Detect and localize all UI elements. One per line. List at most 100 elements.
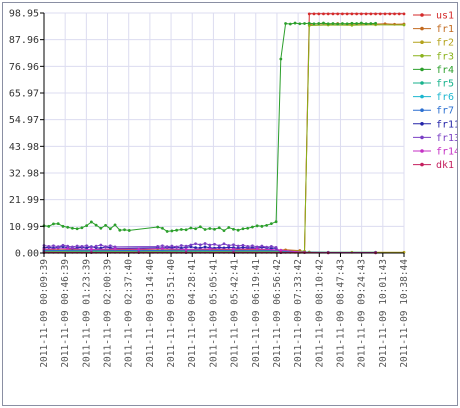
data-point-us1 [331,12,335,16]
data-point-fr4 [170,229,174,233]
data-point-fr4 [56,222,60,226]
data-point-us1 [336,12,340,16]
axes [40,12,405,257]
data-point-fr4 [317,22,321,25]
data-point-fr13 [217,244,221,248]
x-tick-label: 2011-11-09 08:47:43 [335,259,346,368]
legend-label: fr1 [436,24,454,35]
series-line-us1 [44,13,404,253]
legend-entry-fr5: fr5 [413,79,454,90]
data-point-fr13 [85,244,89,248]
x-tick-label: 2011-11-09 02:37:40 [124,259,135,368]
data-point-fr4 [213,227,216,231]
data-point-us1 [359,12,363,16]
legend-marker [420,40,424,44]
data-point-fr4 [288,22,292,26]
data-point-fr11 [203,245,207,249]
legend-entry-dk1: dk1 [413,160,454,171]
legend-entry-fr3: fr3 [413,51,454,62]
x-tick-label: 2011-11-09 10:01:43 [378,259,389,368]
data-point-fr13 [222,242,226,246]
data-point-fr13 [232,243,235,247]
legend-marker [420,122,424,126]
legend-label: fr7 [436,106,454,117]
legend-marker [420,94,424,99]
data-point-fr13 [265,245,269,249]
data-point-us1 [322,12,325,16]
data-point-fr4 [341,22,344,25]
data-point-fr13 [208,243,212,247]
legend-label: fr13 [436,133,457,144]
series-fr4 [42,21,377,233]
data-point-fr13 [194,242,197,246]
data-point-fr4 [251,225,254,229]
legend-entry-fr6: fr6 [413,92,454,103]
data-point-fr14 [232,247,235,251]
data-point-fr4 [232,227,235,231]
x-tick-label: 2011-11-09 08:10:42 [314,259,325,368]
data-point-us1 [378,12,382,16]
data-point-fr4 [156,225,160,229]
series-fr13 [42,242,377,255]
data-point-us1 [317,12,321,16]
data-point-fr13 [274,246,278,249]
data-point-fr4 [47,224,51,228]
x-tick-label: 2011-11-09 06:19:41 [251,259,262,368]
data-point-fr13 [156,245,160,248]
legend-marker [420,81,424,85]
data-point-fr13 [165,245,169,249]
grid [43,12,405,254]
x-tick-label: 2011-11-09 06:56:42 [272,259,283,368]
data-point-fr13 [184,244,188,248]
x-axis-ticks: 2011-11-09 00:09:39 2011-11-09 00:46:39 20… [39,259,410,368]
data-point-us1 [341,12,344,16]
legend-label: fr4 [436,65,454,76]
data-point-fr3 [350,23,354,27]
data-point-fr4 [175,228,179,232]
data-point-fr14 [255,247,259,251]
data-point-fr4 [52,222,55,226]
data-point-fr13 [71,245,74,249]
data-point-fr4 [359,21,363,25]
data-point-fr4 [227,226,231,229]
data-point-fr13 [94,244,98,248]
y-tick-label: 10.99 [9,222,39,233]
legend-entry-fr7: fr7 [413,106,454,117]
data-point-us1 [307,12,311,16]
data-point-fr4 [66,225,70,229]
legend-entry-us1: us1 [413,11,454,22]
data-point-fr14 [66,247,70,251]
x-tick-label: 2011-11-09 04:28:41 [187,259,198,368]
data-point-us1 [326,12,330,16]
legend-entry-fr4: fr4 [413,65,454,76]
data-point-fr4 [331,22,335,25]
data-point-fr4 [198,225,202,229]
series-lines [42,12,406,255]
data-point-us1 [383,12,387,16]
x-tick-label: 2011-11-09 10:38:44 [399,259,410,368]
line-chart: 0.00 10.99 21.99 32.98 43.98 54.97 65.97 76.96 8… [9,9,457,368]
data-point-us1 [393,12,396,16]
legend-entry-fr13: fr13 [413,133,457,144]
data-point-fr4 [364,22,368,26]
data-point-fr4 [246,226,250,230]
y-tick-label: 87.96 [9,35,39,46]
legend-marker [420,135,424,140]
data-point-fr4 [265,223,269,227]
data-point-fr4 [284,22,287,25]
data-point-fr13 [66,244,70,248]
data-point-us1 [364,12,368,16]
legend-marker [420,26,424,31]
data-point-fr4 [279,57,283,61]
data-point-fr4 [71,226,74,230]
data-point-fr13 [75,244,79,248]
data-point-fr13 [113,245,117,249]
data-point-fr14 [279,248,283,252]
series-us1 [42,12,406,254]
data-point-fr4 [61,224,65,228]
series-fr3 [42,23,406,253]
data-point-fr4 [194,227,197,231]
data-point-us1 [374,12,377,16]
legend-label: dk1 [436,160,454,171]
data-point-fr4 [369,22,373,25]
